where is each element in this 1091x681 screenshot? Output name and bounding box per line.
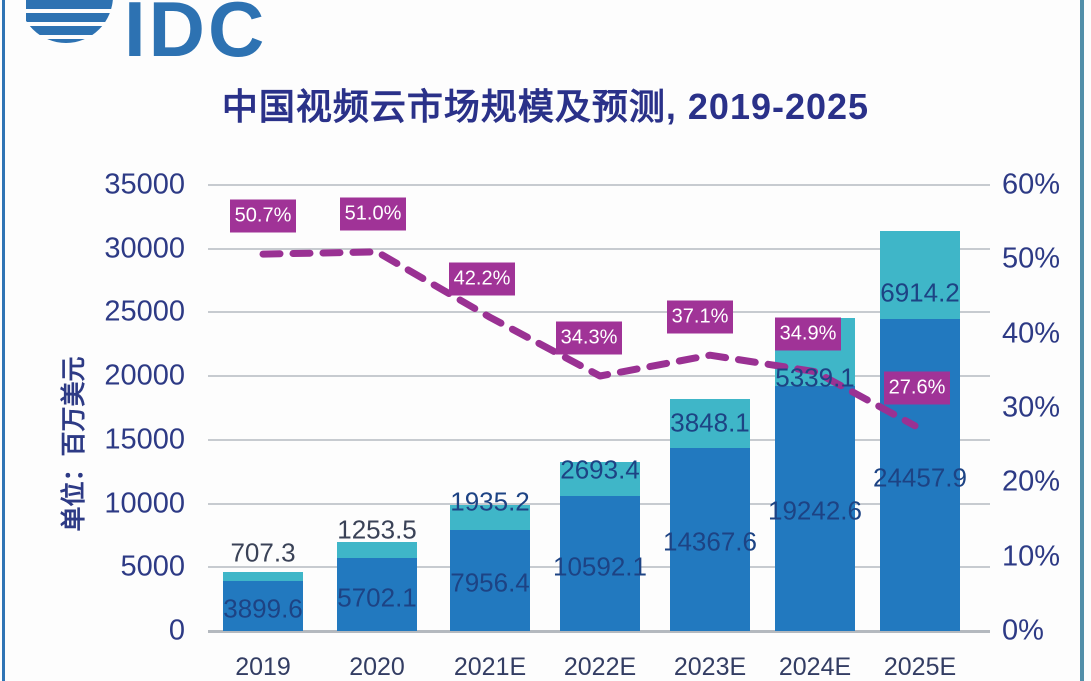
chart-title: 中国视频云市场规模及预测, 2019-2025 bbox=[221, 86, 870, 127]
bar-value-label-bottom: 10592.1 bbox=[553, 551, 647, 581]
bar-value-label-top: 2693.4 bbox=[560, 454, 640, 485]
right-axis-tick-label: 10% bbox=[1002, 540, 1061, 573]
x-axis-tick-label: 2023E bbox=[673, 653, 747, 681]
x-axis-tick-label: 2025E bbox=[883, 653, 957, 681]
growth-rate-label: 37.1% bbox=[667, 300, 733, 334]
bar-value-label-top: 3848.1 bbox=[670, 407, 750, 438]
right-axis-tick-label: 20% bbox=[1002, 465, 1061, 498]
grid-line bbox=[208, 184, 990, 186]
bar-value-label-top: 6914.2 bbox=[880, 277, 960, 308]
bar-value-label-bottom: 5702.1 bbox=[337, 582, 417, 613]
y-axis-tick-label: 5000 bbox=[120, 550, 185, 583]
right-axis-tick-label: 0% bbox=[1002, 614, 1044, 647]
growth-rate-label: 34.9% bbox=[775, 317, 841, 351]
bar-segment-top bbox=[560, 461, 640, 497]
grid-line bbox=[208, 375, 990, 378]
bar-value-label-top: 1935.2 bbox=[450, 486, 530, 517]
x-axis-tick-label: 2021E bbox=[453, 653, 527, 681]
bar-value-label-top: 1253.5 bbox=[337, 514, 417, 545]
right-axis-tick-label: 40% bbox=[1002, 317, 1061, 350]
grid-line bbox=[208, 311, 990, 314]
bar-segment-bottom bbox=[223, 581, 303, 631]
grid-line bbox=[208, 247, 990, 250]
growth-rate-label: 50.7% bbox=[230, 199, 296, 233]
bar-value-label-top: 5339.1 bbox=[775, 362, 855, 393]
idc-logo-graphic: IDC bbox=[26, 0, 266, 58]
bar-value-label-bottom: 19242.6 bbox=[768, 495, 862, 526]
bar-value-label-bottom: 24457.9 bbox=[873, 462, 967, 493]
logo-text: IDC bbox=[124, 0, 266, 58]
growth-rate-label: 34.3% bbox=[556, 321, 622, 355]
bar-segment-bottom bbox=[450, 529, 530, 631]
x-axis-tick-label: 2020 bbox=[349, 653, 405, 681]
growth-rate-label: 27.6% bbox=[884, 371, 950, 405]
y-axis-tick-label: 20000 bbox=[104, 359, 185, 392]
bar-value-label-bottom: 14367.6 bbox=[663, 526, 757, 557]
idc-logo: IDC bbox=[26, 0, 266, 58]
y-axis-unit-label: 单位：百万美元 bbox=[60, 356, 88, 532]
x-axis-tick-label: 2019 bbox=[235, 653, 291, 681]
bar-value-label-bottom: 7956.4 bbox=[450, 567, 530, 598]
growth-rate-label: 42.2% bbox=[449, 262, 515, 296]
right-axis-tick-label: 50% bbox=[1002, 242, 1061, 275]
y-axis-tick-label: 25000 bbox=[104, 295, 185, 328]
left-border-line bbox=[2, 0, 5, 681]
right-border-line bbox=[1080, 0, 1084, 681]
x-axis-tick-label: 2022E bbox=[563, 653, 637, 681]
growth-rate-label: 51.0% bbox=[340, 197, 406, 231]
right-axis-tick-label: 60% bbox=[1002, 168, 1061, 201]
bar-segment-top bbox=[337, 542, 417, 559]
bar-segment-top bbox=[450, 504, 530, 530]
bar-value-label-bottom: 3899.6 bbox=[223, 593, 303, 624]
bar-segment-top bbox=[223, 572, 303, 582]
logo-globe-icon bbox=[26, 0, 113, 43]
x-axis-tick-label: 2024E bbox=[778, 653, 852, 681]
right-axis-tick-label: 30% bbox=[1002, 391, 1061, 424]
y-axis-tick-label: 15000 bbox=[104, 423, 185, 456]
y-axis-tick-label: 0 bbox=[168, 614, 185, 647]
bar-value-label-top: 707.3 bbox=[230, 537, 296, 568]
x-axis-line bbox=[208, 630, 990, 633]
y-axis-tick-label: 10000 bbox=[104, 487, 185, 520]
y-axis-tick-label: 35000 bbox=[104, 168, 185, 201]
bar-segment-bottom bbox=[337, 558, 417, 631]
grid-line bbox=[208, 438, 990, 441]
bar-segment-bottom bbox=[670, 447, 750, 631]
bar-segment-bottom bbox=[560, 496, 640, 631]
y-axis-tick-label: 30000 bbox=[104, 232, 185, 265]
